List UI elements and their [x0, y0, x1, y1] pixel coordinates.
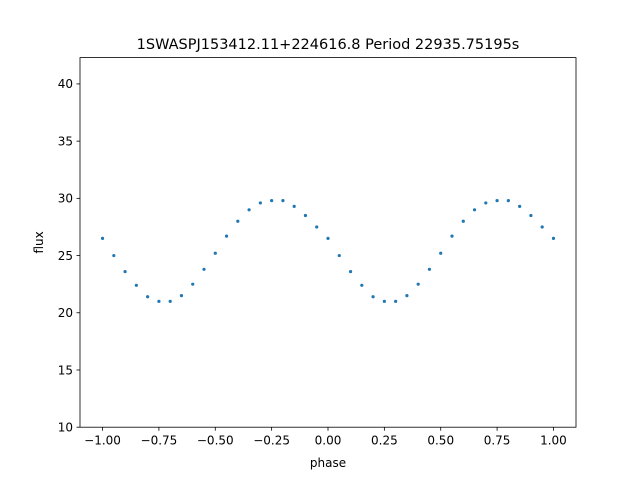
x-tick-label: −0.25 — [253, 434, 290, 448]
data-point — [427, 267, 432, 271]
x-tick-label: 0.75 — [484, 434, 511, 448]
data-point — [326, 236, 330, 240]
data-point — [202, 267, 206, 271]
data-point — [416, 282, 420, 286]
data-point — [506, 199, 510, 203]
data-point — [247, 208, 251, 212]
y-tick-label: 20 — [58, 306, 73, 320]
data-point — [224, 234, 229, 238]
data-point — [270, 199, 274, 203]
data-point — [382, 299, 386, 303]
y-tick-label: 15 — [58, 363, 73, 377]
x-tick-label: 0.25 — [371, 434, 398, 448]
y-tick-label: 30 — [58, 192, 73, 206]
data-point — [123, 269, 127, 274]
data-point — [371, 295, 375, 299]
x-axis-ticks: −1.00 −0.75 −0.50 −0.25 0.00 0.25 0.50 0.75 1.00 — [84, 427, 567, 448]
x-axis-label: phase — [310, 456, 346, 470]
data-point — [213, 251, 217, 255]
x-tick-label: −0.50 — [197, 434, 234, 448]
data-point — [360, 283, 364, 287]
x-tick-label: 0.50 — [427, 434, 454, 448]
data-point — [439, 251, 443, 255]
data-point — [394, 299, 398, 303]
y-tick-label: 25 — [58, 249, 73, 263]
data-point — [495, 199, 499, 203]
data-point — [179, 294, 184, 298]
y-tick-label: 10 — [58, 421, 73, 435]
data-point — [348, 269, 353, 274]
data-point — [281, 199, 285, 203]
data-point — [518, 204, 522, 208]
y-tick-label: 35 — [58, 134, 73, 148]
scatter-points — [100, 199, 556, 303]
data-point — [292, 204, 296, 208]
data-point — [315, 225, 319, 229]
data-point — [134, 283, 138, 287]
data-point — [337, 253, 341, 258]
data-point — [112, 253, 116, 258]
data-point — [529, 213, 533, 218]
y-axis-label: flux — [32, 231, 46, 253]
data-point — [472, 208, 477, 212]
data-point — [450, 234, 454, 238]
data-point — [168, 299, 172, 303]
chart-title: 1SWASPJ153412.11+224616.8 Period 22935.7… — [137, 37, 520, 53]
data-point — [191, 282, 195, 286]
data-point — [100, 236, 105, 240]
data-point — [258, 201, 262, 205]
x-tick-label: 1.00 — [540, 434, 567, 448]
data-point — [157, 299, 161, 303]
x-tick-label: −1.00 — [84, 434, 121, 448]
data-point — [484, 201, 488, 205]
y-axis-ticks: 10 15 20 25 30 35 40 — [58, 77, 80, 435]
y-tick-label: 40 — [58, 77, 73, 91]
data-point — [461, 219, 465, 223]
data-point — [146, 295, 150, 299]
data-point — [551, 236, 556, 240]
data-point — [540, 225, 544, 229]
x-tick-label: −0.75 — [141, 434, 178, 448]
data-point — [405, 294, 409, 298]
data-point — [236, 219, 240, 223]
x-tick-label: 0.00 — [315, 434, 342, 448]
data-point — [303, 213, 308, 218]
